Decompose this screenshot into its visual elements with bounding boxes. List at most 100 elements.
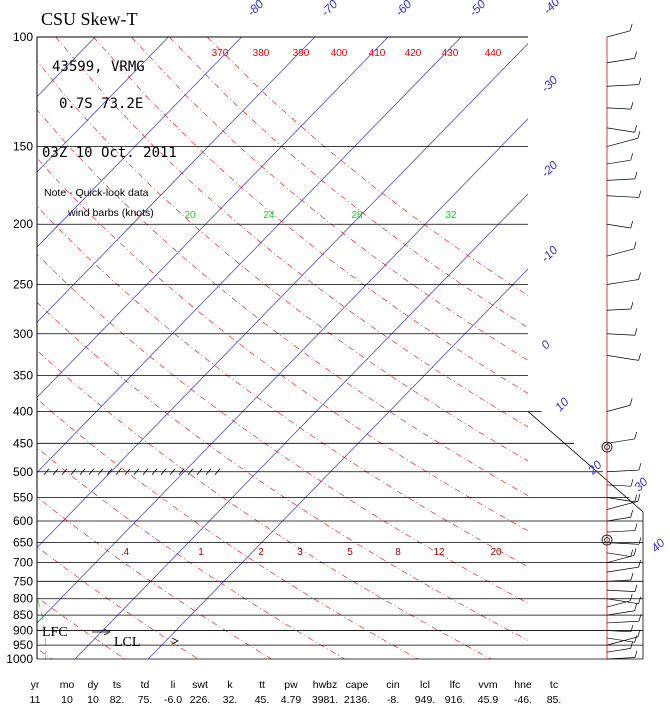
wind-barb [606,438,635,444]
plot-area [37,37,528,659]
dry-adiabat [37,398,419,659]
isotherm-label: 40 [648,536,668,556]
pressure-label-450: 450 [13,436,33,450]
wind-barb [606,542,639,545]
dry-adiabat [37,254,528,604]
isotherm-label: -70 [318,0,340,19]
hatch-mark [115,468,122,476]
pressure-label-300: 300 [13,327,33,341]
wind-barb [606,58,635,64]
isotherm-label: 20 [585,458,605,478]
wind-barb [606,195,639,198]
stat-header-tc: tc [550,679,558,691]
hatch-mark [124,468,131,476]
stat-header-cin: cin [386,679,400,691]
calm-circle-inner [604,537,610,543]
wind-barb [606,178,635,181]
pressure-label-100: 100 [13,30,33,44]
wind-barb-feather [629,23,633,31]
wind-barb [606,137,639,147]
stat-value-yr: 11 [30,694,41,706]
wind-barb-feather [638,77,642,85]
stat-header-yr: yr [31,679,40,691]
station-location: 0.7S 73.2E [59,96,143,112]
dry-adiabat [169,37,528,329]
wind-barb-feather [637,131,641,139]
isotherm [37,37,462,474]
isotherm-label: -60 [392,0,414,19]
lcl-label: LCL [114,635,140,650]
stat-value-cape: 2136. [344,694,370,706]
stat-header-vvm: vvm [478,679,498,691]
note-line-2: wind barbs (knots) [67,207,154,219]
mixing-ratio-label: .4 [121,547,130,558]
note-line-1: Note - Quick-look data [44,187,149,199]
stat-value-k: 32. [223,694,238,706]
pressure-label-750: 750 [13,574,33,588]
theta-label: 400 [331,48,348,59]
theta-label: 430 [442,48,459,59]
pressure-label-1000: 1000 [6,652,33,666]
calm-circle [601,534,613,546]
theta-label: 370 [212,48,229,59]
stat-header-ts: ts [113,679,121,691]
lfc-arrowhead [103,628,111,636]
wind-barb-feather [634,171,638,179]
stat-header-td: td [141,679,150,691]
mixing-ratio-label: 20 [490,547,502,558]
stat-header-hwbz: hwbz [313,679,338,691]
theta-label: 380 [253,48,270,59]
pressure-label-350: 350 [13,368,33,382]
wind-barb [606,469,639,473]
isotherm-label: -30 [538,73,560,95]
calm-circle [601,441,613,453]
dry-adiabat [37,496,272,659]
stat-header-swt: swt [192,679,208,691]
level-arrows [92,628,179,645]
wind-barb-feather [637,494,641,502]
wind-barb [606,355,639,361]
dry-adiabat [206,37,528,296]
wind-barb-feather [630,641,634,649]
wind-barb [606,555,635,563]
wind-barb-feather [634,125,637,133]
wind-barb-feather [638,190,642,198]
hatch-mark [151,468,158,476]
isotherm-label: 0 [538,337,553,352]
wind-barb-feather [630,549,634,557]
wind-barb [606,84,639,87]
wind-barb [606,107,631,110]
hatch-mark [97,468,104,476]
stat-value-swt: 226. [190,694,210,706]
pressure-label-200: 200 [13,217,33,231]
wind-barb-feather [634,635,637,643]
stat-value-tc: 85. [547,694,562,706]
wind-barb-feather [630,220,634,229]
wind-barb-feather [634,650,638,658]
right-boundary [527,411,644,513]
pressure-label-700: 700 [13,556,33,570]
wind-barb [606,598,639,605]
chart-title: CSU Skew-T [41,9,138,29]
isotherm [37,37,169,173]
stat-value-mo: 10 [61,694,73,706]
dry-adiabat [37,60,528,462]
wind-barb [606,620,639,624]
dry-adiabat [55,37,528,428]
moist-label: 20 [184,210,196,221]
pressure-label-950: 950 [13,638,33,652]
wind-barb [606,589,635,592]
wind-barb-feather [637,629,641,637]
grid-lines [36,36,644,660]
hatch-mark [169,468,176,476]
pressure-label-400: 400 [13,404,33,418]
wind-barb-feather [630,572,634,581]
wind-barb-feather [634,584,638,592]
wind-barb-feather [629,398,633,406]
wind-barb-feather [630,479,634,487]
wind-barb-feather [634,603,637,611]
isotherm-label: -10 [538,243,560,265]
theta-label: 440 [485,48,502,59]
dry-adiabat [37,109,528,497]
isotherm [37,37,389,398]
